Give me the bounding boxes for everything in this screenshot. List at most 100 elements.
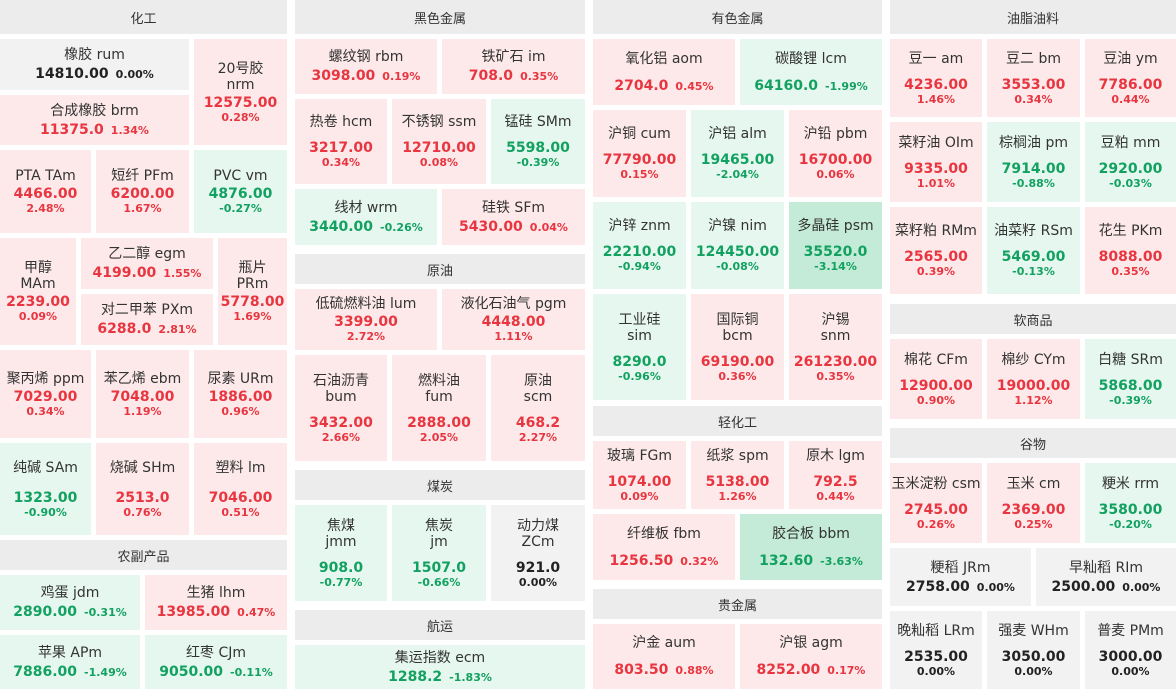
tile-change: 0.25% <box>1014 517 1053 531</box>
tile-jrm[interactable]: 粳稻 JRm 2758.00 0.00% <box>890 548 1031 606</box>
tile-price: 2758.00 <box>906 578 970 595</box>
tile-price: 792.5 <box>813 473 858 490</box>
tile-price: 5469.00 <box>1001 249 1066 265</box>
tile-pgm[interactable]: 液化石油气 pgm 4448.00 1.11% <box>442 289 585 350</box>
tile-cym[interactable]: 棉纱 CYm 19000.00 1.12% <box>987 339 1080 419</box>
tile-sfm[interactable]: 硅铁 SFm 5430.00 0.04% <box>442 189 585 245</box>
tile-fum[interactable]: 燃料油 fum 2888.00 2.05% <box>392 355 486 461</box>
tile-change: 0.76% <box>123 505 162 519</box>
tile-rmm[interactable]: 菜籽粕 RMm 2565.00 0.39% <box>890 207 982 294</box>
tile-cm[interactable]: 玉米 cm 2369.00 0.25% <box>987 463 1080 543</box>
tile-name: 合成橡胶 brm <box>50 102 139 119</box>
section-header-agri: 农副产品 <box>0 540 287 570</box>
tile-im[interactable]: 铁矿石 im 708.0 0.35% <box>442 39 585 94</box>
tile-am[interactable]: 豆一 am 4236.00 1.46% <box>890 39 982 117</box>
tile-agm[interactable]: 沪银 agm 8252.00 0.17% <box>740 624 882 689</box>
tile-scm[interactable]: 原油 scm 468.2 2.27% <box>491 355 585 461</box>
tile-egm[interactable]: 乙二醇 egm 4199.00 1.55% <box>81 238 213 289</box>
tile-pm[interactable]: 棕榈油 pm 7914.00 -0.88% <box>987 122 1080 202</box>
tile-vm[interactable]: PVC vm 4876.00 -0.27% <box>194 150 287 233</box>
tile-pkm[interactable]: 花生 PKm 8088.00 0.35% <box>1085 207 1176 294</box>
tile-znm[interactable]: 沪锌 znm 22210.00 -0.94% <box>593 202 686 289</box>
tile-lrm[interactable]: 晚籼稻 LRm 2535.00 0.00% <box>890 611 982 689</box>
tile-ebm[interactable]: 苯乙烯 ebm 7048.00 1.19% <box>96 350 189 438</box>
tile-bum[interactable]: 石油沥青 bum 3432.00 2.66% <box>295 355 387 461</box>
tile-fbm[interactable]: 纤维板 fbm 1256.50 0.32% <box>593 514 735 580</box>
tile-lum[interactable]: 低硫燃料油 lum 3399.00 2.72% <box>295 289 437 350</box>
tile-ppm[interactable]: 聚丙烯 ppm 7029.00 0.34% <box>0 350 91 438</box>
tile-urm[interactable]: 尿素 URm 1886.00 0.96% <box>194 350 287 438</box>
tile-change: -0.13% <box>1012 265 1055 278</box>
tile-change: -0.94% <box>618 260 661 273</box>
tile-price: 7029.00 <box>13 388 78 405</box>
tile-change: 0.09% <box>620 489 659 503</box>
tile-wrm[interactable]: 线材 wrm 3440.00 -0.26% <box>295 189 437 245</box>
tile-psm[interactable]: 多晶硅 psm 35520.0 -3.14% <box>789 202 882 289</box>
tile-change: 0.09% <box>18 310 58 323</box>
tile-shm[interactable]: 烧碱 SHm 2513.0 0.76% <box>96 443 189 535</box>
tile-hcm[interactable]: 热卷 hcm 3217.00 0.34% <box>295 99 387 184</box>
tile-rrm[interactable]: 粳米 rrm 3580.00 -0.20% <box>1085 463 1176 543</box>
tile-olm[interactable]: 菜籽油 OIm 9335.00 1.01% <box>890 122 982 202</box>
tile-rbm[interactable]: 螺纹钢 rbm 3098.00 0.19% <box>295 39 437 94</box>
tile-bcm[interactable]: 国际铜 bcm 69190.00 0.36% <box>691 294 784 400</box>
tile-price: 3432.00 <box>309 414 373 431</box>
tile-lgm[interactable]: 原木 lgm 792.5 0.44% <box>789 441 882 509</box>
tile-tam[interactable]: PTA TAm 4466.00 2.48% <box>0 150 91 233</box>
tile-nrm[interactable]: 20号胶 nrm 12575.00 0.28% <box>194 39 287 145</box>
tile-price: 4236.00 <box>904 76 968 93</box>
tile-aum[interactable]: 沪金 aum 803.50 0.88% <box>593 624 735 689</box>
tile-price: 4199.00 <box>92 265 157 281</box>
tile-rsm[interactable]: 油菜籽 RSm 5469.00 -0.13% <box>987 207 1080 294</box>
tile-zcm[interactable]: 动力煤 ZCm 921.0 0.00% <box>491 505 585 601</box>
tile-cfm[interactable]: 棉花 CFm 12900.00 0.90% <box>890 339 982 419</box>
tile-name: 焦煤 jmm <box>325 517 357 550</box>
tile-ym[interactable]: 豆油 ym 7786.00 0.44% <box>1085 39 1176 117</box>
tile-aom[interactable]: 氧化铝 aom 2704.0 0.45% <box>593 39 735 105</box>
tile-apm[interactable]: 苹果 APm 7886.00 -1.49% <box>0 635 140 689</box>
tile-sim[interactable]: 工业硅 sim 8290.0 -0.96% <box>593 294 686 400</box>
tile-srm[interactable]: 白糖 SRm 5868.00 -0.39% <box>1085 339 1176 419</box>
tile-lcm[interactable]: 碳酸锂 lcm 64160.0 -1.99% <box>740 39 882 105</box>
tile-price: 1507.0 <box>411 559 467 576</box>
tile-price: 6200.00 <box>110 186 175 202</box>
tile-brm[interactable]: 合成橡胶 brm 11375.0 1.34% <box>0 95 189 145</box>
tile-change: 0.45% <box>675 79 714 93</box>
tile-ecm[interactable]: 集运指数 ecm 1288.2 -1.83% <box>295 645 585 689</box>
tile-mm[interactable]: 豆粕 mm 2920.00 -0.03% <box>1085 122 1176 202</box>
section-header-softs: 软商品 <box>890 304 1176 334</box>
tile-jmm[interactable]: 焦煤 jmm 908.0 -0.77% <box>295 505 387 601</box>
tile-alm[interactable]: 沪铝 alm 19465.00 -2.04% <box>691 110 784 197</box>
tile-change: -0.39% <box>1109 393 1152 407</box>
tile-nim[interactable]: 沪镍 nim 124450.00 -0.08% <box>691 202 784 289</box>
tile-pmm[interactable]: 普麦 PMm 3000.00 0.00% <box>1085 611 1176 689</box>
tile-snm[interactable]: 沪锡 snm 261230.00 0.35% <box>789 294 882 400</box>
tile-change: -0.31% <box>84 606 127 619</box>
tile-ssm[interactable]: 不锈钢 ssm 12710.00 0.08% <box>392 99 486 184</box>
tile-prm[interactable]: 瓶片 PRm 5778.00 1.69% <box>218 238 287 345</box>
tile-cum[interactable]: 沪铜 cum 77790.00 0.15% <box>593 110 686 197</box>
tile-bm[interactable]: 豆二 bm 3553.00 0.34% <box>987 39 1080 117</box>
tile-jdm[interactable]: 鸡蛋 jdm 2890.00 -0.31% <box>0 575 140 630</box>
tile-sam[interactable]: 纯碱 SAm 1323.00 -0.90% <box>0 443 91 535</box>
tile-whm[interactable]: 强麦 WHm 3050.00 0.00% <box>987 611 1080 689</box>
tile-mam[interactable]: 甲醇 MAm 2239.00 0.09% <box>0 238 76 345</box>
tile-pxm[interactable]: 对二甲苯 PXm 6288.0 2.81% <box>81 294 213 345</box>
tile-price: 1074.00 <box>607 473 672 490</box>
tile-cjm[interactable]: 红枣 CJm 9050.00 -0.11% <box>145 635 287 689</box>
tile-name: 原油 scm <box>523 372 553 405</box>
tile-change: 0.00% <box>1111 664 1150 678</box>
tile-lm[interactable]: 塑料 lm 7046.00 0.51% <box>194 443 287 535</box>
tile-smm[interactable]: 锰硅 SMm 5598.00 -0.39% <box>491 99 585 184</box>
tile-pbm[interactable]: 沪铅 pbm 16700.00 0.06% <box>789 110 882 197</box>
tile-rim[interactable]: 早籼稻 RIm 2500.00 0.00% <box>1036 548 1176 606</box>
tile-change: 0.47% <box>237 606 276 619</box>
tile-bbm[interactable]: 胶合板 bbm 132.60 -3.63% <box>740 514 882 580</box>
tile-lhm[interactable]: 生猪 lhm 13985.00 0.47% <box>145 575 287 630</box>
tile-fgm[interactable]: 玻璃 FGm 1074.00 0.09% <box>593 441 686 509</box>
tile-rum[interactable]: 橡胶 rum 14810.00 0.00% <box>0 39 189 90</box>
tile-pfm[interactable]: 短纤 PFm 6200.00 1.67% <box>96 150 189 233</box>
tile-jm[interactable]: 焦炭 jm 1507.0 -0.66% <box>392 505 486 601</box>
tile-spm[interactable]: 纸浆 spm 5138.00 1.26% <box>691 441 784 509</box>
tile-csm[interactable]: 玉米淀粉 csm 2745.00 0.26% <box>890 463 982 543</box>
